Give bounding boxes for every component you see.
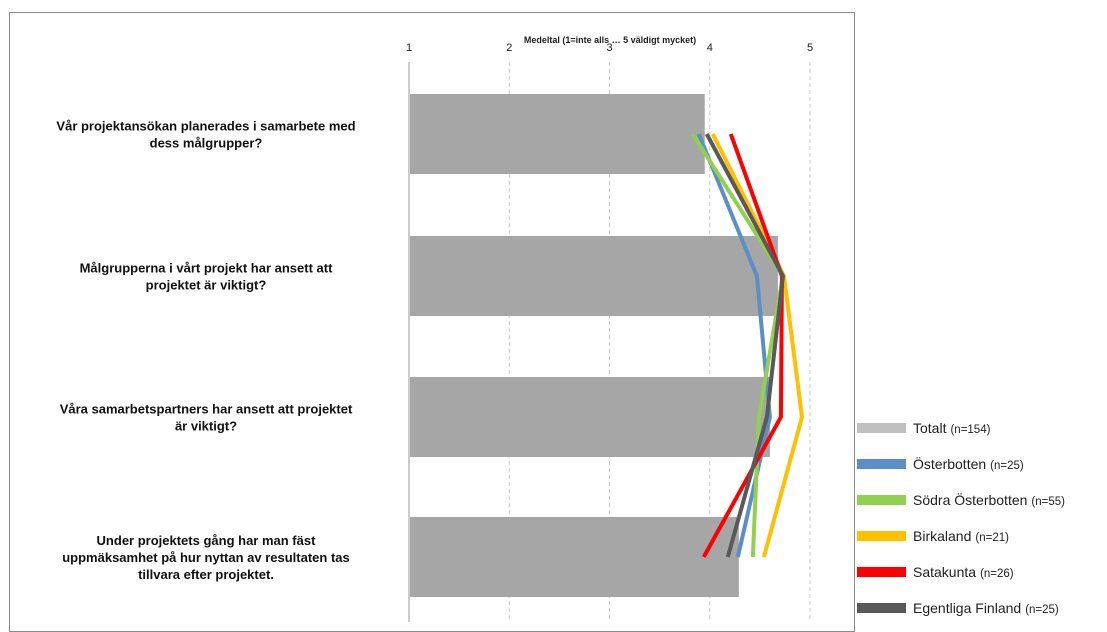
series-line--sterbotten <box>696 133 772 558</box>
legend-swatch <box>857 603 906 613</box>
bar-totalt <box>410 236 778 316</box>
legend-entry: Totalt (n=154) <box>913 420 991 436</box>
category-label: Vår projektansökan planerades i samarbet… <box>56 119 355 151</box>
legend-swatch <box>857 567 906 577</box>
bars <box>410 94 778 597</box>
legend-entry: Södra Österbotten (n=55) <box>913 491 1065 508</box>
axis-title: Medeltal (1=inte alls … 5 väldigt mycket… <box>524 35 696 45</box>
legend: Totalt (n=154) Österbotten (n=25) Södra Öste… <box>857 420 1065 616</box>
series-lines <box>691 132 805 558</box>
legend-swatch <box>857 531 906 541</box>
legend-swatch <box>857 495 906 505</box>
category-label: Under projektets gång har man fäst uppmäk… <box>62 533 350 582</box>
x-tick-labels: 1 2 3 4 5 <box>406 42 813 54</box>
legend-swatch <box>857 459 906 469</box>
x-tick-label: 5 <box>807 42 813 54</box>
x-tick-label: 3 <box>606 42 612 54</box>
category-label: Våra samarbetspartners har ansett att pr… <box>60 402 353 434</box>
legend-swatch <box>857 423 906 433</box>
x-tick-label: 4 <box>707 42 713 54</box>
category-label: Målgrupperna i vårt projekt har ansett a… <box>80 261 334 293</box>
legend-entry: Egentliga Finland (n=25) <box>913 600 1059 616</box>
bar-totalt <box>410 377 770 457</box>
series-line-egentliga-finland <box>704 133 785 558</box>
x-tick-label: 2 <box>506 42 512 54</box>
legend-entry: Österbotten (n=25) <box>913 455 1024 472</box>
category-labels: Vår projektansökan planerades i samarbet… <box>56 119 355 583</box>
bar-totalt <box>410 517 739 597</box>
legend-entry: Birkaland (n=21) <box>913 528 1009 544</box>
series-line-satakunta <box>701 133 784 558</box>
series-line-birkaland <box>710 133 805 558</box>
bar-totalt <box>410 94 705 174</box>
x-tick-label: 1 <box>406 42 412 54</box>
series-line-s-dra-sterbotten <box>691 132 786 558</box>
legend-entry: Satakunta (n=26) <box>913 564 1014 580</box>
